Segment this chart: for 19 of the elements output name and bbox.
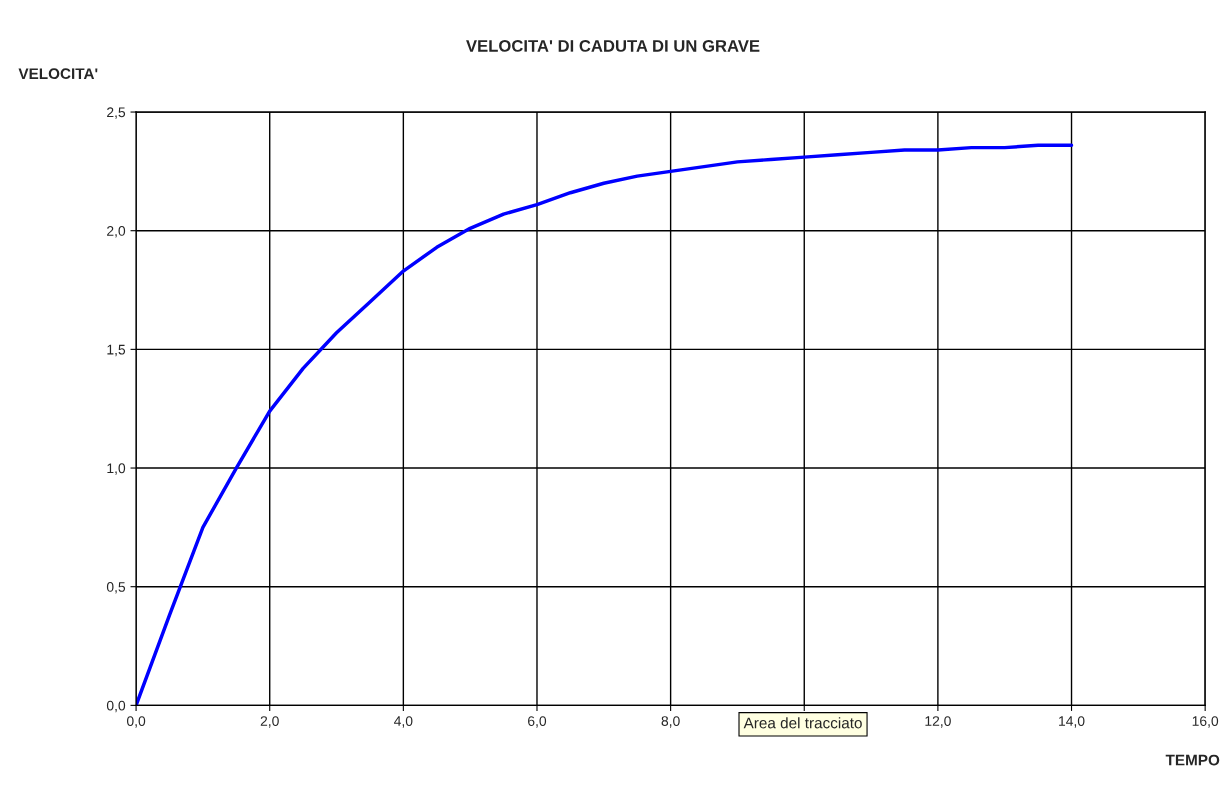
- y-tick-label: 2,5: [107, 107, 126, 119]
- text: Area del tracciato: [743, 717, 862, 729]
- x-tick-label: 8,0: [661, 716, 680, 728]
- x-tick-label: 4,0: [394, 716, 413, 728]
- y-tick-label: 0,0: [106, 700, 126, 713]
- y-tick-label: 0,5: [106, 582, 126, 594]
- x-tick-label: 12,0: [925, 716, 951, 728]
- line-series: [136, 143, 1074, 706]
- x-tick-label: 2,0: [260, 716, 279, 728]
- y-tick-label: 2,0: [107, 226, 126, 238]
- chart-title: VELOCITA' DI CADUTA DI UN GRAVE: [466, 40, 760, 52]
- x-tick-label: 6,0: [528, 716, 547, 728]
- y-axis-title: VELOCITA': [18, 68, 98, 80]
- y-tick-label: 1,5: [107, 344, 126, 357]
- x-tick-label: 16,0: [1192, 716, 1219, 728]
- x-tick-label: 14,0: [1059, 716, 1085, 728]
- x-tick-label: 0,0: [126, 716, 146, 728]
- y-tick-label: 1,0: [107, 463, 126, 475]
- x-axis-title: TEMPO: [1165, 754, 1220, 766]
